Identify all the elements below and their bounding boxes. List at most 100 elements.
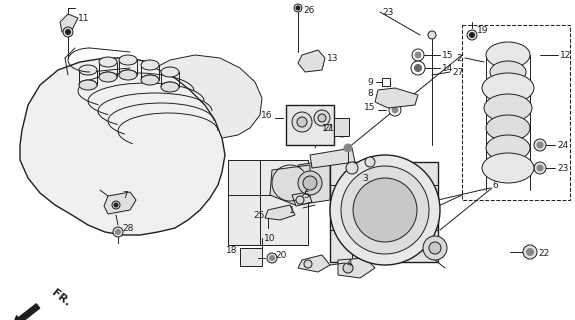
Ellipse shape [161, 67, 179, 77]
Text: 5: 5 [303, 190, 309, 199]
Bar [334, 118, 349, 136]
Circle shape [337, 127, 347, 137]
Circle shape [267, 253, 277, 263]
Circle shape [297, 117, 307, 127]
Ellipse shape [484, 94, 532, 122]
Circle shape [298, 171, 322, 195]
Text: 27: 27 [452, 68, 463, 76]
Text: 19: 19 [477, 26, 489, 35]
Circle shape [346, 162, 358, 174]
Circle shape [467, 30, 477, 40]
Text: 7: 7 [122, 190, 128, 199]
Circle shape [113, 227, 123, 237]
Circle shape [294, 4, 302, 12]
Polygon shape [298, 255, 330, 272]
Circle shape [523, 245, 537, 259]
Circle shape [353, 178, 417, 242]
Text: 16: 16 [260, 110, 272, 119]
Text: 22: 22 [538, 249, 549, 258]
Text: 28: 28 [122, 223, 133, 233]
Text: 20: 20 [275, 251, 286, 260]
Circle shape [303, 176, 317, 190]
Circle shape [527, 249, 534, 255]
Text: 23: 23 [557, 164, 568, 172]
Text: 8: 8 [367, 89, 373, 98]
Ellipse shape [141, 60, 159, 70]
Circle shape [470, 33, 474, 37]
Polygon shape [298, 160, 330, 205]
Polygon shape [338, 258, 375, 278]
Text: 14: 14 [442, 63, 453, 73]
Ellipse shape [119, 55, 137, 65]
Polygon shape [20, 58, 225, 235]
Circle shape [292, 112, 312, 132]
Circle shape [66, 29, 71, 35]
Polygon shape [375, 88, 418, 108]
Circle shape [114, 203, 118, 207]
Circle shape [314, 110, 330, 126]
Text: 15: 15 [442, 51, 454, 60]
Text: 4: 4 [347, 259, 352, 268]
Circle shape [534, 162, 546, 174]
Ellipse shape [79, 80, 97, 90]
Polygon shape [265, 205, 295, 220]
Text: 17: 17 [322, 124, 334, 132]
Polygon shape [155, 55, 262, 138]
Text: 2: 2 [457, 53, 462, 62]
Circle shape [412, 49, 424, 61]
Circle shape [296, 196, 304, 204]
Circle shape [344, 144, 352, 152]
Text: 26: 26 [303, 5, 315, 14]
Text: 15: 15 [363, 102, 375, 111]
Circle shape [343, 263, 353, 273]
Circle shape [270, 255, 274, 260]
Text: 3: 3 [362, 173, 368, 182]
Circle shape [341, 166, 429, 254]
Text: 24: 24 [557, 140, 568, 149]
Circle shape [304, 260, 312, 268]
Bar [462, 25, 570, 200]
Polygon shape [270, 165, 310, 205]
Ellipse shape [486, 115, 530, 141]
Ellipse shape [490, 61, 526, 83]
Circle shape [428, 31, 436, 39]
Text: 13: 13 [327, 53, 339, 62]
Bar [240, 248, 262, 266]
Text: 25: 25 [254, 211, 265, 220]
Circle shape [423, 236, 447, 260]
FancyArrow shape [13, 304, 40, 320]
Bar [330, 162, 438, 262]
Ellipse shape [486, 135, 530, 161]
Circle shape [296, 6, 300, 10]
Circle shape [63, 27, 73, 37]
Polygon shape [104, 192, 136, 214]
Text: 23: 23 [382, 7, 393, 17]
Ellipse shape [486, 42, 530, 68]
Ellipse shape [482, 153, 534, 183]
Circle shape [392, 107, 398, 113]
Circle shape [534, 139, 546, 151]
Circle shape [415, 65, 421, 71]
Text: 9: 9 [367, 77, 373, 86]
Ellipse shape [79, 65, 97, 75]
Text: FR.: FR. [50, 288, 72, 308]
Circle shape [112, 201, 120, 209]
Text: 1: 1 [289, 205, 295, 214]
Circle shape [116, 229, 121, 235]
Circle shape [537, 142, 543, 148]
Circle shape [429, 242, 441, 254]
Circle shape [330, 155, 440, 265]
Text: 18: 18 [225, 245, 237, 254]
Ellipse shape [119, 70, 137, 80]
Circle shape [318, 114, 326, 122]
Ellipse shape [482, 73, 534, 103]
Bar [286, 105, 334, 145]
Circle shape [415, 52, 421, 58]
Circle shape [411, 61, 425, 75]
Text: 10: 10 [264, 234, 275, 243]
Bar [382, 78, 390, 86]
Text: 21: 21 [324, 124, 335, 132]
Polygon shape [60, 14, 78, 32]
Polygon shape [292, 192, 312, 206]
Polygon shape [298, 50, 325, 72]
